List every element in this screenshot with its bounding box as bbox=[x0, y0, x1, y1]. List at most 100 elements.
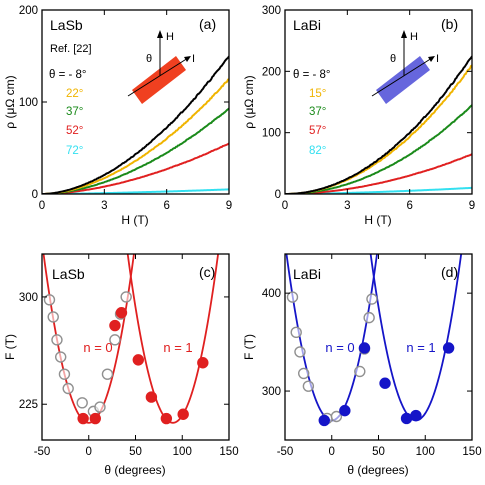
panel-d-material-label: LaBi bbox=[293, 266, 321, 282]
panel-d-n1-label: n = 1 bbox=[406, 340, 435, 355]
x-tick-label: 6 bbox=[406, 200, 412, 212]
i-arrowhead-b bbox=[428, 56, 435, 62]
hollow-data-point bbox=[354, 365, 366, 378]
legend-label-52: 52° bbox=[66, 125, 83, 137]
panel-a-ylabel: ρ (μΩ cm) bbox=[3, 75, 17, 128]
panel-c-letter: (c) bbox=[199, 264, 215, 280]
filled-data-point bbox=[197, 357, 209, 369]
y-tick-label: 0 bbox=[275, 189, 281, 201]
x-tick-label: 3 bbox=[344, 200, 350, 212]
y-tick-label: 100 bbox=[262, 128, 281, 140]
filled-data-point bbox=[339, 404, 351, 417]
hollow-data-point bbox=[94, 401, 106, 413]
legend-label-57: 57° bbox=[309, 125, 326, 137]
y-tick-label: 0 bbox=[32, 189, 38, 201]
current-label-b: I bbox=[436, 53, 439, 65]
h-arrowhead bbox=[157, 30, 163, 38]
filled-data-point bbox=[115, 306, 128, 319]
y-tick-label: 400 bbox=[262, 288, 281, 300]
hollow-data-point bbox=[294, 346, 306, 358]
x-tick-label: 0 bbox=[282, 200, 288, 212]
x-tick-label: 150 bbox=[462, 446, 481, 458]
series-line bbox=[42, 107, 229, 194]
y-tick-label: 200 bbox=[262, 66, 281, 78]
fit-curve bbox=[369, 254, 463, 422]
x-tick-label: 150 bbox=[219, 446, 238, 458]
x-tick-label: 0 bbox=[86, 446, 92, 458]
filled-data-point bbox=[410, 409, 422, 422]
x-tick-label: 3 bbox=[101, 200, 107, 212]
hollow-data-point bbox=[55, 351, 67, 363]
panel-c-n0-label: n = 0 bbox=[83, 340, 112, 355]
x-tick-label: 9 bbox=[226, 200, 232, 212]
x-tick-label: 100 bbox=[416, 446, 435, 458]
y-tick-label: 300 bbox=[262, 386, 281, 398]
series-line bbox=[42, 142, 229, 194]
legend-label-37b: 37° bbox=[309, 106, 326, 118]
panel-d-xlabel: θ (degrees) bbox=[347, 463, 408, 477]
legend-label-22: 22° bbox=[66, 88, 83, 100]
x-tick-label: 0 bbox=[329, 446, 335, 458]
series-line bbox=[285, 55, 472, 194]
panel-a-legend: 22° 37° 52° 72° bbox=[66, 88, 83, 157]
y-tick-label: 300 bbox=[262, 5, 281, 17]
hollow-data-point bbox=[62, 382, 74, 395]
panel-a-frame bbox=[41, 9, 230, 195]
hollow-data-point bbox=[363, 311, 375, 324]
filled-data-point bbox=[89, 412, 101, 425]
plot-area bbox=[42, 55, 229, 194]
i-arrowhead bbox=[184, 56, 191, 62]
hollow-data-point bbox=[109, 334, 121, 346]
filled-data-point bbox=[379, 377, 391, 389]
filled-data-point bbox=[77, 412, 89, 425]
y-tick-label: 225 bbox=[19, 399, 38, 411]
panel-d-letter: (d) bbox=[441, 264, 458, 280]
panel-b-legend: 15° 37° 57° 82° bbox=[309, 88, 326, 157]
filled-data-point bbox=[358, 342, 371, 354]
plot-area bbox=[42, 254, 220, 424]
theta-angle-label-b: θ bbox=[390, 53, 396, 65]
panel-a-xlabel: H (T) bbox=[121, 213, 148, 227]
panel-b-frame bbox=[284, 9, 473, 195]
series-line bbox=[285, 153, 472, 194]
panel-b-labi-resistivity: 0 3 6 9 0 100 200 300 LaBi (b) θ = - 8° 15° 37°… bbox=[242, 5, 475, 227]
x-tick-label: 6 bbox=[163, 200, 169, 212]
i-arrow-shaft bbox=[127, 57, 189, 97]
x-tick-label: -50 bbox=[34, 446, 51, 458]
h-arrowhead-b bbox=[401, 30, 407, 38]
panel-b-xlabel: H (T) bbox=[364, 213, 391, 227]
panel-c-n1-label: n = 1 bbox=[163, 340, 192, 355]
filled-data-point bbox=[442, 342, 455, 354]
filled-data-point bbox=[400, 412, 413, 425]
hollow-data-point bbox=[286, 291, 299, 303]
x-tick-label: 50 bbox=[129, 446, 142, 458]
panel-a-ref-label: Ref. [22] bbox=[50, 43, 92, 55]
filled-data-point bbox=[145, 391, 158, 403]
panel-a-letter: (a) bbox=[199, 16, 216, 32]
panel-b-material-label: LaBi bbox=[293, 17, 321, 33]
panel-a-sample-inset: H I θ bbox=[127, 30, 195, 104]
legend-label-37: 37° bbox=[66, 106, 83, 118]
fit-curve bbox=[285, 254, 378, 422]
x-tick-label: -50 bbox=[277, 446, 294, 458]
filled-data-point bbox=[318, 414, 330, 427]
y-tick-label: 300 bbox=[19, 292, 38, 304]
legend-label-82: 82° bbox=[309, 145, 326, 157]
theta-angle-label: θ bbox=[146, 53, 152, 65]
panel-d-ylabel: F (T) bbox=[242, 334, 256, 360]
panel-c-material-label: LaSb bbox=[52, 266, 85, 282]
sample-bar-lasb bbox=[132, 56, 186, 104]
panel-a-theta-prefix: θ = - 8° bbox=[49, 69, 87, 81]
i-arrow-shaft-b bbox=[371, 57, 433, 97]
filled-data-point bbox=[109, 319, 121, 332]
panel-b-letter: (b) bbox=[441, 16, 458, 32]
legend-label-72: 72° bbox=[66, 145, 83, 157]
x-tick-label: 50 bbox=[372, 446, 385, 458]
filled-data-point bbox=[160, 412, 173, 425]
hollow-data-point bbox=[43, 294, 56, 306]
hollow-data-point bbox=[330, 410, 343, 423]
series-line bbox=[42, 55, 229, 194]
